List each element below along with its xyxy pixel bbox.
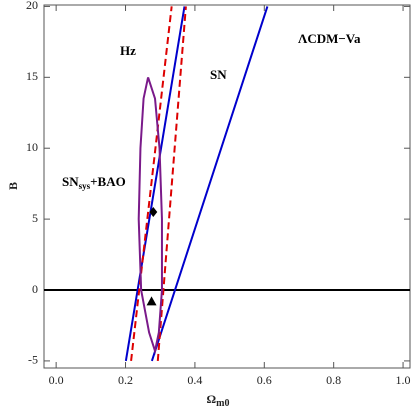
annotation-part: +BAO bbox=[90, 174, 126, 189]
y-axis-label: B bbox=[6, 182, 20, 190]
y-tick-label: 20 bbox=[26, 0, 38, 12]
annotation: Hz bbox=[120, 43, 136, 58]
x-tick-label: 0.4 bbox=[187, 373, 202, 387]
x-tick-label: 0.8 bbox=[326, 373, 341, 387]
x-tick-label: 0.0 bbox=[49, 373, 64, 387]
plot-frame bbox=[43, 4, 411, 369]
y-tick-label: 0 bbox=[32, 282, 38, 296]
x-tick-label: 0.6 bbox=[257, 373, 272, 387]
x-axis-label: Ωm0 bbox=[207, 392, 230, 410]
contour-line bbox=[130, 6, 173, 362]
annotation: ΛCDM−Va bbox=[298, 31, 361, 46]
point-marker bbox=[149, 207, 158, 218]
x-tick-label: 0.2 bbox=[118, 373, 133, 387]
annotation-part: SN bbox=[62, 174, 79, 189]
contour-line bbox=[156, 6, 187, 361]
x-axis-label-main: Ω bbox=[207, 392, 217, 406]
point-marker bbox=[146, 296, 157, 306]
annotation: SN bbox=[210, 67, 227, 82]
contour-line bbox=[150, 6, 269, 362]
annotation: SNsys+BAO bbox=[62, 174, 126, 191]
contour-line bbox=[137, 77, 163, 355]
contour-line bbox=[124, 6, 186, 362]
y-tick-label: 5 bbox=[32, 211, 38, 225]
y-tick-label: 15 bbox=[26, 69, 38, 83]
x-axis-label-sub: m0 bbox=[216, 398, 229, 409]
annotation-sub: sys bbox=[79, 181, 91, 191]
y-tick-label: -5 bbox=[28, 353, 38, 367]
y-tick-label: 10 bbox=[26, 140, 38, 154]
x-tick-label: 1.0 bbox=[396, 373, 411, 387]
